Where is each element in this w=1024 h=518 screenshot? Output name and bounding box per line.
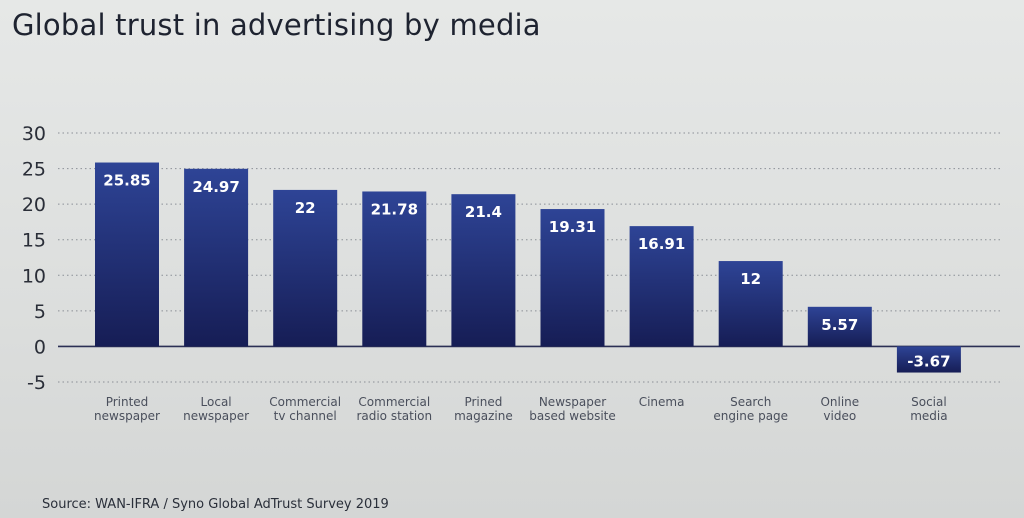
y-tick-label: 15 xyxy=(22,230,46,252)
data-label: 25.85 xyxy=(103,172,150,190)
x-tick-label: Printed newspaper xyxy=(94,395,160,423)
data-label: 21.78 xyxy=(371,200,418,218)
y-tick-label: 30 xyxy=(22,123,46,145)
x-tick-label: Newspaper based website xyxy=(529,395,616,423)
data-label: 12 xyxy=(740,270,761,288)
x-tick-label: Online video xyxy=(820,395,859,423)
data-label: 21.4 xyxy=(465,203,502,221)
bar xyxy=(95,162,159,347)
x-tick-label: Search engine page xyxy=(713,395,788,423)
y-tick-label: 0 xyxy=(34,336,46,358)
y-tick-label: -5 xyxy=(27,372,46,394)
data-label: 16.91 xyxy=(638,235,685,253)
data-label: -3.67 xyxy=(907,353,950,371)
bar xyxy=(896,346,961,373)
y-tick-label: 10 xyxy=(22,265,46,287)
bar xyxy=(451,194,516,347)
data-label: 24.97 xyxy=(192,178,239,196)
data-label: 19.31 xyxy=(549,218,596,236)
bar xyxy=(273,189,338,347)
bar xyxy=(807,306,872,347)
y-tick-label: 20 xyxy=(22,194,46,216)
x-tick-label: Local newspaper xyxy=(183,395,249,423)
data-label: 22 xyxy=(295,199,316,217)
bar xyxy=(184,168,249,347)
y-axis: 30 25 20 15 10 5 0 -5 xyxy=(22,123,46,394)
x-axis: Printed newspaper Local newspaper Commercial… xyxy=(94,395,948,423)
x-tick-label: Prined magazine xyxy=(454,395,513,423)
bar xyxy=(540,209,605,347)
source-note: Source: WAN-IFRA / Syno Global AdTrust S… xyxy=(42,497,389,512)
bar xyxy=(718,261,783,347)
chart-title: Global trust in advertising by media xyxy=(12,8,541,42)
x-tick-label: Commercial radio station xyxy=(356,395,432,423)
y-tick-label: 5 xyxy=(34,301,46,323)
x-tick-label: Social media xyxy=(910,395,947,423)
bar xyxy=(629,226,694,347)
bars: 25.85 24.97 22 21.78 21.4 19.31 16.91 12 5.57 -3.… xyxy=(95,162,961,373)
x-tick-label: Cinema xyxy=(639,395,685,409)
data-label: 5.57 xyxy=(821,316,858,334)
y-tick-label: 25 xyxy=(22,159,46,181)
bar xyxy=(362,191,427,347)
x-tick-label: Commercial tv channel xyxy=(269,395,341,423)
